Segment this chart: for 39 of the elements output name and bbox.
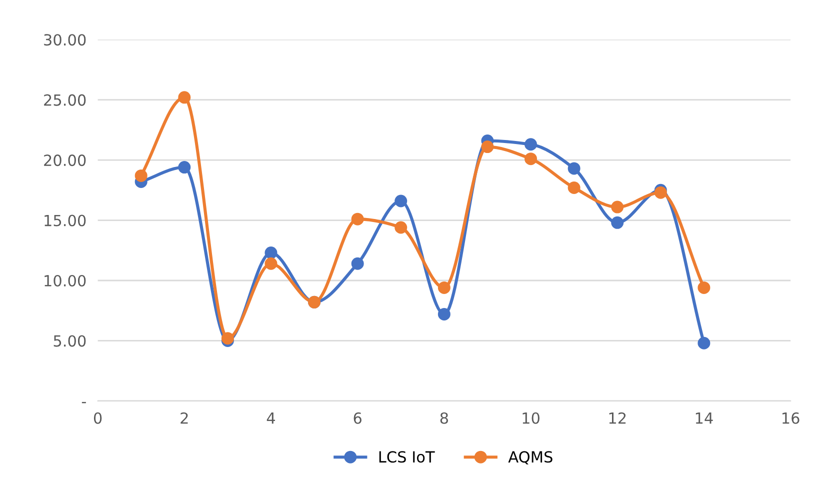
- y-tick-label: 10.00: [44, 274, 86, 287]
- x-tick-label: 0: [94, 412, 102, 424]
- point: [524, 152, 538, 166]
- point: [394, 221, 408, 234]
- point: [568, 182, 580, 194]
- y-tick-label: 15.00: [44, 214, 86, 226]
- point: [698, 336, 710, 350]
- x-tick-label: 6: [354, 412, 362, 424]
- point: [394, 194, 408, 208]
- point: [568, 162, 580, 175]
- point: [654, 186, 667, 199]
- point: [611, 216, 624, 229]
- point: [438, 308, 450, 320]
- y-tick-label: 20.00: [44, 154, 86, 166]
- point: [264, 246, 278, 260]
- point: [481, 140, 494, 154]
- x-tick-label: 10: [522, 412, 540, 424]
- x-tick-label: 16: [782, 412, 800, 424]
- x-tick-label: 14: [696, 412, 713, 424]
- x-tick-label: 8: [440, 412, 448, 424]
- point: [611, 200, 624, 214]
- point: [438, 281, 450, 294]
- point: [134, 169, 148, 182]
- y-tick-label: 30.00: [44, 34, 86, 46]
- legend-label: AQMS: [508, 451, 552, 464]
- y-tick-label: -: [82, 402, 86, 404]
- point: [178, 91, 191, 104]
- point: [698, 281, 710, 294]
- point: [524, 138, 538, 151]
- point: [178, 161, 191, 174]
- point: [264, 257, 278, 270]
- x-tick-label: 12: [609, 412, 626, 424]
- x-tick-label: 2: [180, 412, 188, 424]
- point: [351, 257, 364, 270]
- y-tick-label: 25.00: [44, 94, 86, 106]
- point: [351, 212, 364, 226]
- x-tick-label: 4: [266, 412, 275, 424]
- y-tick-label: 5.00: [54, 335, 86, 347]
- legend-label: LCS IoT: [379, 451, 435, 463]
